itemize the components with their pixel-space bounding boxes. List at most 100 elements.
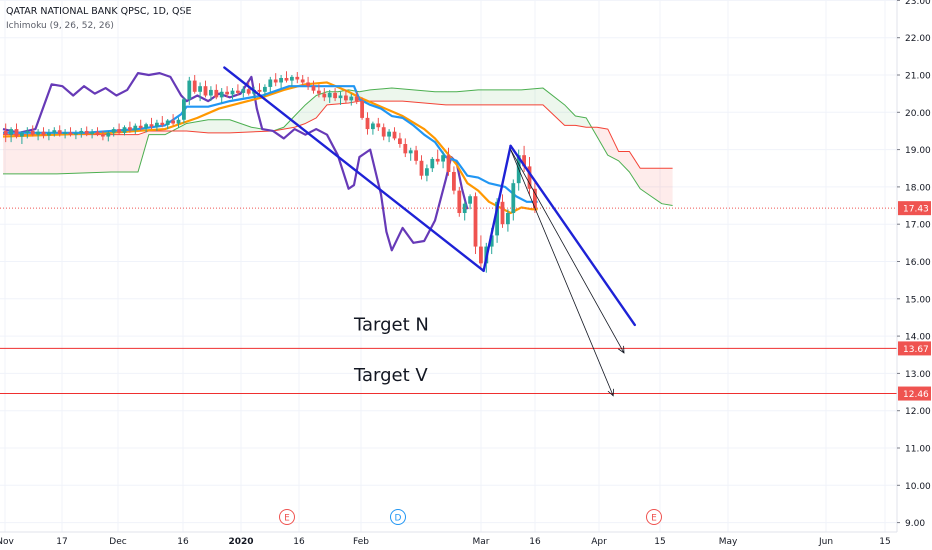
cloud-segment xyxy=(664,168,668,205)
price-tag-label: 12.46 xyxy=(903,390,929,400)
cloud-segment xyxy=(618,151,622,164)
cloud-segment xyxy=(67,134,71,174)
cloud-segment xyxy=(286,121,290,129)
cloud-segment xyxy=(310,97,314,121)
arrow-head xyxy=(607,388,614,397)
cloud-segment xyxy=(534,88,538,105)
candle-body xyxy=(327,92,332,98)
cloud-segment xyxy=(570,110,573,126)
candle-body xyxy=(349,96,354,101)
cloud-segment xyxy=(19,134,22,174)
candle-body xyxy=(101,134,105,137)
candle-body xyxy=(52,130,57,133)
cloud-segment xyxy=(383,88,387,102)
cloud-segment xyxy=(413,89,417,103)
candle-body xyxy=(187,80,192,100)
candle-body xyxy=(306,82,310,87)
earnings-marker-label: E xyxy=(651,514,657,524)
cloud-segment xyxy=(183,123,187,131)
candle-body xyxy=(57,130,62,134)
arrow-head xyxy=(618,345,625,354)
cloud-segment xyxy=(421,90,425,103)
cloud-segment xyxy=(65,134,68,174)
cloud-segment xyxy=(313,95,317,120)
cloud-segment xyxy=(632,155,635,181)
cloud-segment xyxy=(394,88,398,102)
time-tick-label: 15 xyxy=(654,537,665,547)
cloud-segment xyxy=(16,134,20,174)
price-tick-label: 17.00 xyxy=(905,221,931,231)
price-tag xyxy=(898,386,931,401)
cloud-segment xyxy=(605,128,608,156)
candle-body xyxy=(279,77,283,83)
cloud-segment xyxy=(653,168,657,200)
cloud-segment xyxy=(462,91,465,105)
cloud-segment xyxy=(656,168,660,202)
cloud-segment xyxy=(208,119,211,133)
candle-body xyxy=(3,130,8,135)
cloud-segment xyxy=(559,100,562,123)
candle-body xyxy=(419,160,424,176)
cloud-segment xyxy=(575,116,579,126)
cloud-segment xyxy=(305,102,309,124)
cloud-segment xyxy=(300,107,303,126)
cloud-segment xyxy=(3,134,6,174)
price-tick-label: 15.00 xyxy=(905,295,931,305)
candle-body xyxy=(479,246,483,264)
candle-body xyxy=(425,168,429,176)
earnings-marker xyxy=(279,509,295,525)
time-axis-bg xyxy=(0,532,932,550)
time-tick-label: 2020 xyxy=(228,537,253,547)
cloud-segment xyxy=(497,89,500,105)
cloud-segment xyxy=(86,134,90,173)
cloud-segment xyxy=(229,119,233,133)
cloud-segment xyxy=(81,134,84,174)
cloud-segment xyxy=(537,88,541,105)
candle-body xyxy=(225,91,229,95)
candle-body xyxy=(284,77,289,81)
candle-body xyxy=(47,132,51,136)
cloud-segment xyxy=(580,116,584,127)
cloud-segment xyxy=(440,91,444,105)
cloud-segment xyxy=(505,89,508,105)
candle-body xyxy=(14,129,19,137)
cloud-segment xyxy=(510,89,514,105)
cloud-segment xyxy=(480,89,484,105)
candle-body xyxy=(522,155,526,167)
candle-body xyxy=(74,133,78,135)
cloud-segment xyxy=(94,134,98,173)
cloud-segment xyxy=(59,134,63,174)
cloud-segment xyxy=(224,119,228,133)
cloud-segment xyxy=(451,91,454,105)
cloud-segment xyxy=(227,119,230,133)
cloud-segment xyxy=(13,134,17,174)
symbol-title: QATAR NATIONAL BANK QPSC, 1D, QSE xyxy=(6,6,192,17)
candle-body xyxy=(527,166,532,189)
candle-body xyxy=(241,89,246,93)
cloud-segment xyxy=(448,91,452,105)
cloud-segment xyxy=(162,130,165,135)
cloud-segment xyxy=(521,89,525,105)
candle-body xyxy=(209,89,213,96)
cloud-segment xyxy=(124,134,128,172)
cloud-segment xyxy=(615,145,619,161)
cloud-segment xyxy=(470,90,473,105)
cloud-segment xyxy=(78,134,82,174)
cloud-segment xyxy=(51,134,55,174)
trendline xyxy=(223,66,485,273)
candle-body xyxy=(171,120,175,124)
cloud-segment xyxy=(553,96,557,118)
cloud-segment xyxy=(129,134,133,172)
cloud-segment xyxy=(46,134,49,174)
cloud-segment xyxy=(548,92,552,113)
cloud-segment xyxy=(475,89,479,105)
candle-body xyxy=(257,89,262,92)
cloud-segment xyxy=(219,119,222,133)
candle-body xyxy=(25,130,30,133)
cloud-segment xyxy=(135,134,138,172)
target-annotation: Target V xyxy=(353,365,428,386)
cloud-segment xyxy=(256,128,260,132)
cloud-segment xyxy=(186,123,190,132)
ichimoku-cloud xyxy=(3,88,673,206)
